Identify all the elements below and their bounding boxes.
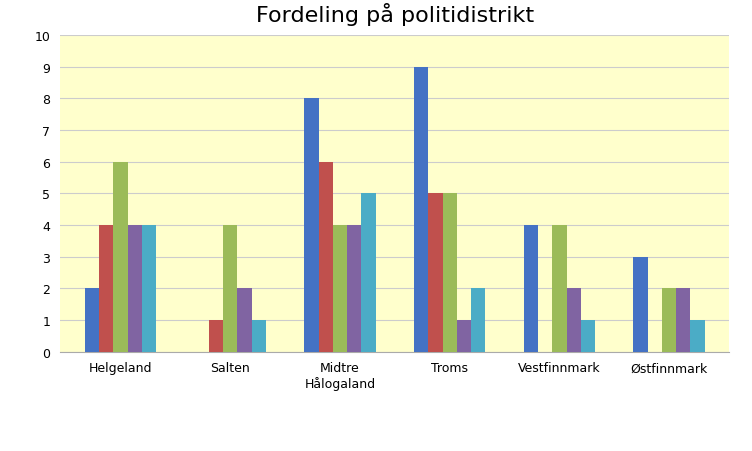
Bar	[633, 257, 647, 352]
Bar	[361, 194, 375, 352]
Title: Fordeling på politidistrikt: Fordeling på politidistrikt	[256, 3, 534, 26]
Bar	[114, 162, 128, 352]
Bar	[676, 289, 690, 352]
Bar	[333, 226, 347, 352]
Bar	[319, 162, 333, 352]
Bar	[252, 320, 266, 352]
Bar	[456, 320, 471, 352]
Legend: 2011, 2012, 2013, 2014, 2015: 2011, 2012, 2013, 2014, 2015	[217, 447, 573, 451]
Bar	[305, 99, 319, 352]
Bar	[238, 289, 252, 352]
Bar	[85, 289, 99, 352]
Bar	[414, 68, 429, 352]
Bar	[128, 226, 142, 352]
Bar	[690, 320, 705, 352]
Bar	[347, 226, 361, 352]
Bar	[99, 226, 114, 352]
Bar	[566, 289, 581, 352]
Bar	[209, 320, 223, 352]
Bar	[223, 226, 238, 352]
Bar	[552, 226, 566, 352]
Bar	[523, 226, 538, 352]
Bar	[442, 194, 456, 352]
Bar	[471, 289, 485, 352]
Bar	[581, 320, 595, 352]
Bar	[662, 289, 676, 352]
Bar	[142, 226, 156, 352]
Bar	[429, 194, 442, 352]
